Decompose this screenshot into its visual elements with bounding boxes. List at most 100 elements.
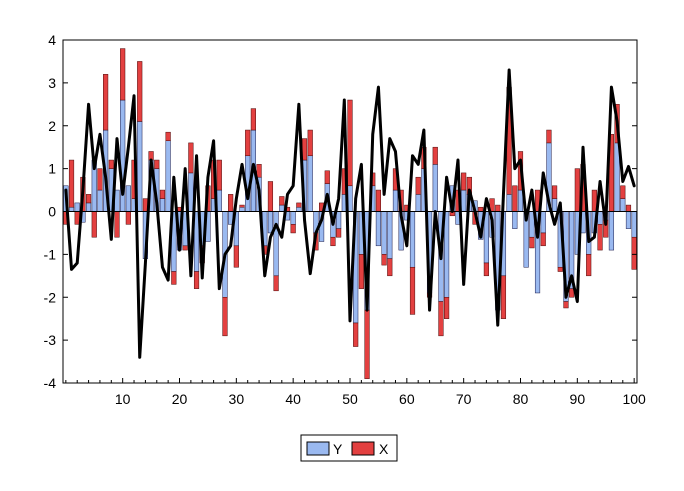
bar-x bbox=[512, 185, 518, 212]
x-tick-label: 60 bbox=[399, 391, 415, 407]
bar-x bbox=[353, 322, 359, 347]
bar-x bbox=[557, 266, 563, 272]
bar-y bbox=[512, 211, 518, 229]
bar-x bbox=[290, 224, 296, 234]
bar-y bbox=[381, 211, 387, 255]
bar-y bbox=[444, 211, 450, 298]
x-tick-label: 10 bbox=[115, 391, 131, 407]
bar-x bbox=[193, 271, 200, 289]
x-tick-label: 30 bbox=[229, 391, 245, 407]
bar-y bbox=[625, 211, 632, 229]
x-tick-label: 90 bbox=[570, 391, 586, 407]
bar-x bbox=[574, 168, 580, 212]
bar-x bbox=[182, 245, 188, 251]
x-tick-label: 50 bbox=[342, 391, 358, 407]
bar-y bbox=[540, 211, 546, 234]
bar-y bbox=[85, 202, 92, 212]
bar-x bbox=[296, 202, 302, 208]
bar-x bbox=[597, 224, 603, 251]
bar-y bbox=[631, 211, 637, 238]
bar-x bbox=[137, 61, 143, 122]
bar-y bbox=[273, 211, 279, 277]
legend-label-x: X bbox=[379, 441, 389, 457]
bar-y bbox=[165, 140, 171, 212]
bar-x bbox=[438, 301, 444, 337]
legend: Y X bbox=[300, 434, 398, 462]
x-tick-label: 40 bbox=[285, 391, 301, 407]
bar-y bbox=[290, 211, 296, 225]
bar-x bbox=[483, 262, 489, 277]
bar-y bbox=[137, 121, 143, 212]
bar-x bbox=[552, 185, 558, 199]
bar-y bbox=[188, 172, 194, 212]
bar-y bbox=[68, 206, 75, 212]
bar-x bbox=[586, 254, 592, 277]
y-tick-label: 1 bbox=[48, 161, 56, 177]
legend-swatch-x bbox=[351, 441, 375, 456]
legend-swatch-y bbox=[306, 441, 330, 456]
bar-x bbox=[375, 189, 381, 212]
bar-x bbox=[529, 236, 535, 249]
bar-x bbox=[228, 194, 234, 212]
bar-x bbox=[120, 48, 126, 101]
bar-x bbox=[409, 266, 416, 315]
y-tick-label: -4 bbox=[44, 375, 57, 391]
x-tick-label: 20 bbox=[172, 391, 188, 407]
bar-x bbox=[125, 211, 131, 225]
bar-x bbox=[432, 146, 438, 165]
bar-x bbox=[256, 164, 262, 178]
bar-y bbox=[336, 211, 342, 229]
bar-y bbox=[552, 198, 558, 212]
bar-x bbox=[245, 129, 251, 157]
bar-x bbox=[273, 275, 279, 292]
bar-y bbox=[239, 206, 245, 212]
bar-x bbox=[103, 74, 109, 131]
bar-x bbox=[631, 236, 637, 270]
bar-y bbox=[296, 206, 302, 212]
bar-y bbox=[74, 202, 80, 212]
y-tick-label: -1 bbox=[44, 246, 57, 262]
bar-x bbox=[222, 297, 228, 337]
bar-x bbox=[546, 129, 552, 144]
bar-x bbox=[97, 168, 103, 191]
bar-y bbox=[307, 155, 313, 212]
bar-y bbox=[461, 189, 467, 212]
bar-x bbox=[330, 236, 336, 247]
bar-y bbox=[387, 211, 393, 259]
bar-y bbox=[517, 189, 524, 212]
bar-x bbox=[478, 206, 484, 212]
bar-x bbox=[159, 189, 166, 199]
bar-x bbox=[500, 275, 507, 319]
y-tick-label: -3 bbox=[44, 332, 57, 348]
bar-x bbox=[279, 196, 285, 206]
bar-x bbox=[358, 254, 364, 289]
y-tick-label: -2 bbox=[44, 289, 57, 305]
bar-x bbox=[74, 211, 80, 225]
bar-x bbox=[307, 129, 313, 157]
bar-y bbox=[506, 194, 512, 212]
x-tick-label: 100 bbox=[622, 391, 646, 407]
bar-y bbox=[267, 211, 274, 234]
bar-x bbox=[364, 309, 370, 379]
bar-x bbox=[620, 185, 626, 199]
bar-x bbox=[625, 204, 632, 212]
bar-y bbox=[597, 211, 603, 225]
bar-y bbox=[279, 204, 285, 212]
bar-x bbox=[324, 170, 330, 184]
bar-x bbox=[239, 204, 245, 208]
x-tick-label: 70 bbox=[456, 391, 472, 407]
bar-x bbox=[444, 297, 450, 319]
bar-y bbox=[97, 189, 103, 212]
bar-x bbox=[267, 181, 274, 212]
line-series bbox=[64, 68, 636, 359]
bar-x bbox=[188, 142, 194, 174]
line-layer bbox=[64, 68, 636, 359]
bar-y bbox=[415, 194, 421, 212]
bar-y bbox=[409, 211, 416, 268]
bar-y bbox=[608, 211, 615, 251]
x-tick-label: 80 bbox=[513, 391, 529, 407]
y-tick-label: 3 bbox=[48, 75, 56, 91]
bar-x bbox=[85, 194, 92, 204]
bar-x bbox=[250, 108, 256, 131]
